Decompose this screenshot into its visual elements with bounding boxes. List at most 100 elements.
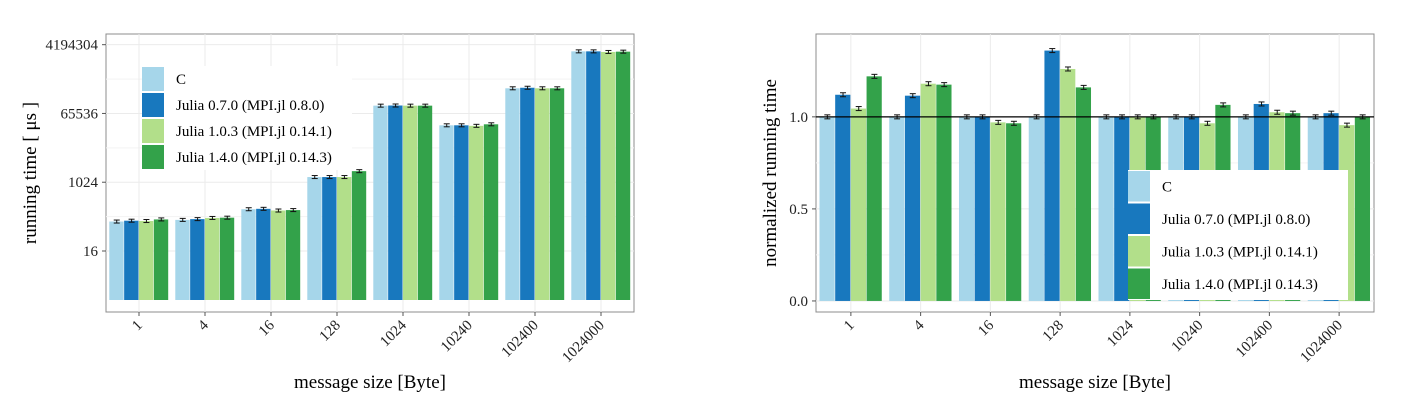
bar-julia070-102400 bbox=[520, 87, 535, 300]
x-tick-label: 102400 bbox=[499, 318, 542, 361]
x-tick-label: 16 bbox=[975, 317, 997, 339]
bar-C-1024000 bbox=[571, 51, 586, 300]
bar-julia103-16 bbox=[271, 210, 286, 300]
bar-julia103-16 bbox=[990, 122, 1006, 301]
x-tick-label: 1024000 bbox=[559, 318, 607, 366]
bar-julia140-4 bbox=[219, 217, 235, 300]
bar-C-16 bbox=[241, 209, 256, 300]
bar-julia140-1024000 bbox=[615, 51, 631, 300]
x-tick-label: 128 bbox=[1040, 318, 1067, 345]
bar-julia103-1024000 bbox=[601, 51, 616, 300]
bar-julia140-16 bbox=[285, 210, 301, 300]
legend-swatch bbox=[142, 93, 164, 117]
x-tick-label: 1 bbox=[129, 318, 146, 335]
y-axis-label: running time [ μs ] bbox=[20, 102, 41, 244]
legend: C Julia 0.7.0 (MPI.jl 0.8.0) Julia 1.0.3 (… bbox=[142, 66, 352, 170]
bar-C-102400 bbox=[505, 88, 520, 300]
bar-julia103-1024 bbox=[403, 105, 418, 300]
bar-julia103-128 bbox=[1060, 68, 1076, 301]
bar-julia140-10240 bbox=[483, 124, 499, 300]
bar-C-1 bbox=[819, 116, 835, 301]
bar-julia140-128 bbox=[1075, 87, 1092, 301]
bar-julia140-1024 bbox=[417, 105, 433, 300]
chart-panel-1: 16 1024 65536 4194304 1 4 16 128 1024 10240 102400… bbox=[20, 33, 635, 393]
legend-label: C bbox=[176, 72, 186, 88]
bar-julia140-128 bbox=[351, 171, 367, 300]
legend-swatch bbox=[142, 119, 164, 143]
legend-label: Julia 1.0.3 (MPI.jl 0.14.1) bbox=[176, 124, 332, 140]
bar-julia103-102400 bbox=[535, 88, 550, 300]
legend-swatch bbox=[142, 145, 164, 169]
y-tick-label: 1024 bbox=[68, 175, 99, 191]
bar-julia103-4 bbox=[920, 83, 936, 301]
x-tick-label: 1024 bbox=[1104, 317, 1137, 350]
bar-julia070-1 bbox=[835, 94, 851, 301]
y-tick-label: 1.0 bbox=[789, 110, 808, 126]
bar-julia070-128 bbox=[322, 177, 337, 300]
bar-C-128 bbox=[307, 177, 322, 300]
y-tick-label: 16 bbox=[83, 244, 99, 260]
x-axis-label: message size [Byte] bbox=[1019, 372, 1171, 393]
x-tick-label: 1024000 bbox=[1298, 318, 1346, 366]
bar-julia140-102400 bbox=[549, 88, 565, 300]
bar-julia070-16 bbox=[974, 116, 990, 301]
bar-julia140-1024000 bbox=[1354, 116, 1371, 301]
y-tick-label: 4194304 bbox=[46, 38, 99, 54]
bar-C-4 bbox=[889, 116, 905, 301]
y-axis-label: normalized running time bbox=[760, 79, 781, 267]
bar-julia103-128 bbox=[337, 177, 352, 300]
legend-label: Julia 1.4.0 (MPI.jl 0.14.3) bbox=[1162, 277, 1318, 293]
bar-julia103-10240 bbox=[469, 125, 484, 301]
legend-swatch bbox=[1128, 203, 1150, 234]
y-tick-label: 0.5 bbox=[789, 202, 808, 218]
legend-label: Julia 1.4.0 (MPI.jl 0.14.3) bbox=[176, 150, 332, 166]
bar-julia070-1024 bbox=[388, 105, 403, 300]
legend-background bbox=[142, 66, 352, 170]
x-axis-label: message size [Byte] bbox=[294, 372, 446, 393]
bar-julia103-1 bbox=[139, 221, 154, 300]
x-tick-label: 1024 bbox=[377, 317, 410, 350]
bar-julia140-16 bbox=[1006, 123, 1022, 301]
x-tick-label: 10240 bbox=[1169, 318, 1207, 356]
bar-julia140-4 bbox=[936, 84, 952, 301]
x-tick-label: 16 bbox=[256, 317, 278, 339]
bar-C-4 bbox=[175, 219, 190, 300]
bar-julia070-128 bbox=[1044, 50, 1060, 301]
bar-julia070-16 bbox=[256, 208, 271, 300]
legend-label: Julia 1.0.3 (MPI.jl 0.14.1) bbox=[1162, 244, 1318, 260]
bar-C-1024 bbox=[1098, 116, 1114, 301]
legend-swatch bbox=[1128, 236, 1150, 267]
bar-C-10240 bbox=[439, 125, 454, 300]
x-tick-label: 128 bbox=[317, 318, 344, 345]
bar-julia140-1 bbox=[153, 219, 169, 300]
x-tick-label: 1 bbox=[841, 318, 858, 335]
chart-panel-2: 0.0 0.5 1.0 1 4 16 128 1024 10240 102400 1024000 me… bbox=[760, 33, 1375, 393]
bar-julia070-4 bbox=[190, 219, 205, 300]
legend-label: Julia 0.7.0 (MPI.jl 0.8.0) bbox=[176, 98, 324, 114]
bar-C-1 bbox=[109, 221, 124, 300]
bar-julia103-4 bbox=[205, 217, 220, 300]
legend-swatch bbox=[1128, 268, 1150, 299]
legend-label: Julia 0.7.0 (MPI.jl 0.8.0) bbox=[1162, 212, 1310, 228]
legend-swatch bbox=[1128, 171, 1150, 202]
bar-julia070-1 bbox=[124, 220, 139, 300]
bar-julia070-1024 bbox=[1114, 116, 1130, 301]
x-tick-label: 102400 bbox=[1233, 318, 1276, 361]
bar-C-1024 bbox=[373, 105, 388, 300]
legend: C Julia 0.7.0 (MPI.jl 0.8.0) Julia 1.0.3 (… bbox=[1128, 170, 1348, 300]
legend-swatch bbox=[142, 67, 164, 91]
y-tick-label: 0.0 bbox=[789, 294, 808, 310]
bar-julia070-10240 bbox=[454, 125, 469, 300]
y-tick-label: 65536 bbox=[61, 106, 99, 122]
x-tick-label: 4 bbox=[195, 317, 212, 334]
bar-julia070-1024000 bbox=[586, 51, 601, 300]
x-tick-label: 4 bbox=[911, 317, 928, 334]
bar-julia140-1 bbox=[866, 76, 882, 301]
bar-julia070-4 bbox=[904, 95, 921, 301]
legend-background bbox=[1128, 170, 1348, 300]
x-tick-label: 10240 bbox=[438, 318, 476, 356]
bar-C-16 bbox=[958, 116, 975, 301]
bar-C-128 bbox=[1028, 116, 1044, 301]
legend-label: C bbox=[1162, 179, 1172, 195]
